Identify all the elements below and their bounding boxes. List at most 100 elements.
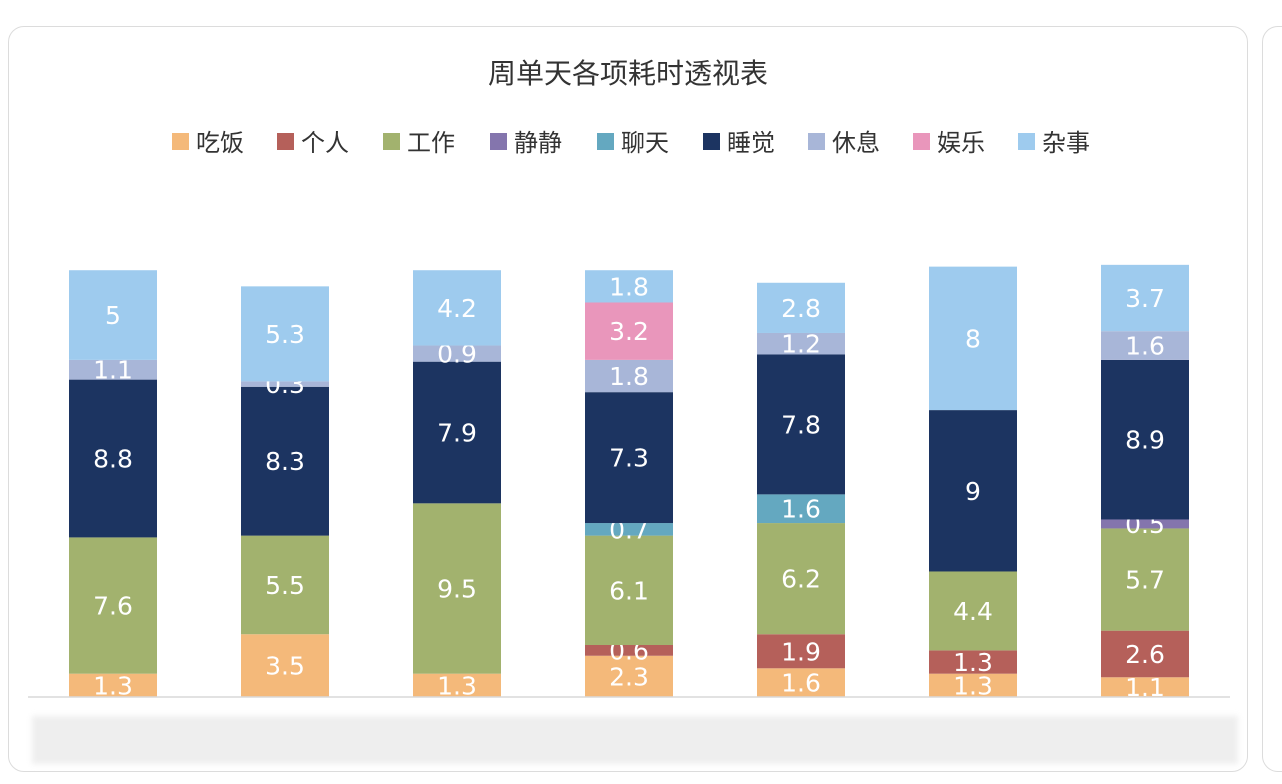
data-label-c5-s7: 1.2: [781, 330, 821, 359]
bar-segment-c7-s6: [1101, 359, 1189, 520]
bar-segment-c2-s9: [241, 286, 329, 382]
data-label-c5-s9: 2.8: [781, 294, 821, 323]
bar-segment-c1-s1: [69, 673, 157, 697]
bar-segment-c2-s6: [241, 386, 329, 536]
bar-segment-c2-s3: [241, 535, 329, 635]
data-label-c4-s9: 1.8: [609, 272, 649, 301]
data-label-c7-s6: 8.9: [1125, 426, 1165, 455]
bar-segment-c2-s1: [241, 634, 329, 697]
bar-segment-c4-s2: [585, 644, 673, 656]
data-label-c6-s9: 8: [965, 324, 981, 353]
bar-segment-c6-s9: [929, 266, 1017, 411]
bar-segment-c5-s1: [757, 668, 845, 697]
bar-segment-c3-s9: [413, 270, 501, 346]
bar-segment-c1-s6: [69, 379, 157, 538]
data-label-c7-s9: 3.7: [1125, 284, 1165, 313]
bar-segment-c4-s9: [585, 270, 673, 303]
data-label-c3-s9: 4.2: [437, 294, 477, 323]
bar-segment-c3-s7: [413, 345, 501, 362]
bar-segment-c7-s9: [1101, 264, 1189, 332]
bar-segment-c4-s7: [585, 359, 673, 393]
data-label-c5-s1: 1.6: [781, 669, 821, 698]
legend-swatch-5: [597, 133, 614, 150]
bar-segment-c1-s7: [69, 359, 157, 380]
legend-label-2: 个人: [301, 129, 349, 157]
blurred-x-axis-labels: [32, 716, 1238, 764]
data-label-c6-s3: 4.4: [953, 597, 993, 626]
legend-label-8: 娱乐: [937, 129, 985, 157]
data-label-c2-s1: 3.5: [265, 652, 305, 681]
legend-label-9: 杂事: [1042, 129, 1090, 157]
data-label-c6-s1: 1.3: [953, 671, 993, 700]
bar-segment-c7-s2: [1101, 630, 1189, 678]
bar-segment-c1-s3: [69, 537, 157, 674]
legend-label-7: 休息: [832, 129, 880, 157]
data-label-c7-s1: 1.1: [1125, 673, 1165, 702]
bars-group: 1.37.68.81.153.55.58.30.35.31.39.57.90.9…: [69, 264, 1189, 702]
data-label-c6-s6: 9: [965, 477, 981, 506]
data-label-c1-s3: 7.6: [93, 592, 133, 621]
legend-swatch-9: [1018, 133, 1035, 150]
bar-segment-c1-s9: [69, 270, 157, 360]
bar-segment-c4-s8: [585, 302, 673, 360]
bar-segment-c3-s6: [413, 361, 501, 504]
data-label-c5-s5: 1.6: [781, 495, 821, 524]
data-label-c2-s3: 5.5: [265, 571, 305, 600]
legend-label-1: 吃饭: [196, 129, 244, 157]
bar-segment-c5-s2: [757, 634, 845, 669]
data-label-c5-s3: 6.2: [781, 565, 821, 594]
data-label-c4-s1: 2.3: [609, 662, 649, 691]
bar-segment-c7-s1: [1101, 677, 1189, 697]
bar-segment-c3-s1: [413, 673, 501, 697]
legend-label-4: 静静: [514, 129, 562, 157]
data-label-c4-s8: 3.2: [609, 317, 649, 346]
data-label-c3-s6: 7.9: [437, 419, 477, 448]
bar-segment-c7-s7: [1101, 331, 1189, 360]
bar-segment-c7-s4: [1101, 519, 1189, 529]
data-label-c1-s9: 5: [105, 301, 121, 330]
bar-segment-c6-s2: [929, 650, 1017, 674]
data-label-c2-s6: 8.3: [265, 447, 305, 476]
bar-segment-c5-s7: [757, 332, 845, 355]
data-label-c1-s6: 8.8: [93, 445, 133, 474]
data-label-c5-s2: 1.9: [781, 637, 821, 666]
chart-legend: 吃饭 个人 工作 静静 聊天 睡觉 休息 娱乐 杂事: [172, 129, 1090, 157]
bar-segment-c4-s1: [585, 655, 673, 697]
legend-swatch-8: [913, 133, 930, 150]
chart-title: 周单天各项耗时透视表: [488, 57, 768, 90]
bar-segment-c4-s6: [585, 392, 673, 524]
data-label-c4-s7: 1.8: [609, 362, 649, 391]
data-label-c1-s1: 1.3: [93, 671, 133, 700]
bar-segment-c7-s3: [1101, 528, 1189, 631]
bar-segment-c5-s9: [757, 282, 845, 333]
bar-segment-c5-s3: [757, 523, 845, 635]
bar-segment-c6-s3: [929, 571, 1017, 651]
legend-swatch-1: [172, 133, 189, 150]
bar-segment-c4-s3: [585, 535, 673, 645]
data-label-c2-s9: 5.3: [265, 320, 305, 349]
data-label-c1-s7: 1.1: [93, 356, 133, 385]
legend-swatch-6: [703, 133, 720, 150]
legend-swatch-4: [490, 133, 507, 150]
bar-segment-c6-s6: [929, 410, 1017, 572]
bar-segment-c2-s7: [241, 381, 329, 387]
data-label-c4-s3: 6.1: [609, 576, 649, 605]
legend-swatch-2: [277, 133, 294, 150]
bar-segment-c3-s3: [413, 503, 501, 674]
data-label-c3-s1: 1.3: [437, 671, 477, 700]
legend-swatch-3: [383, 133, 400, 150]
data-label-c5-s6: 7.8: [781, 410, 821, 439]
legend-swatch-7: [808, 133, 825, 150]
bar-segment-c6-s1: [929, 673, 1017, 697]
data-label-c7-s3: 5.7: [1125, 566, 1165, 595]
legend-label-5: 聊天: [621, 129, 669, 157]
bar-segment-c5-s5: [757, 494, 845, 524]
data-label-c7-s7: 1.6: [1125, 332, 1165, 361]
data-label-c6-s2: 1.3: [953, 648, 993, 677]
legend-label-6: 睡觉: [727, 129, 775, 157]
legend-label-3: 工作: [407, 129, 455, 157]
data-label-c4-s6: 7.3: [609, 444, 649, 473]
bar-segment-c5-s6: [757, 354, 845, 495]
data-label-c3-s3: 9.5: [437, 575, 477, 604]
